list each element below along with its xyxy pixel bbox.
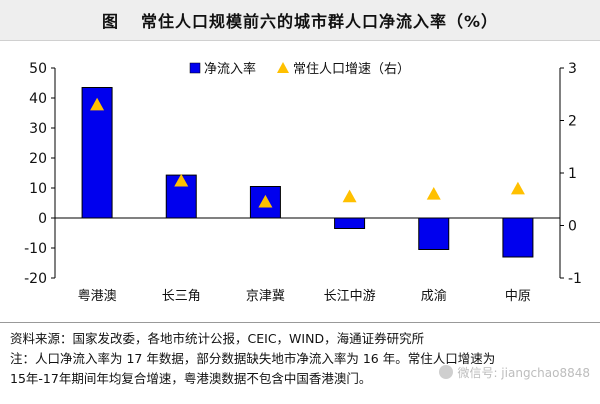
title-prefix: 图 bbox=[101, 12, 119, 31]
chart-footer: 资料来源：国家发改委，各地市统计公报，CEIC，WIND，海通证券研究所 注：人… bbox=[0, 322, 600, 404]
legend: 净流入率 常住人口增速（右） bbox=[189, 61, 410, 77]
category-label: 成渝 bbox=[421, 288, 447, 304]
left-tick-label: 40 bbox=[29, 91, 47, 107]
left-tick-label: 0 bbox=[38, 211, 47, 227]
category-label: 粤港澳 bbox=[78, 288, 117, 304]
legend-label-bar: 净流入率 bbox=[204, 61, 256, 77]
marker-1 bbox=[90, 97, 105, 111]
marker-6 bbox=[510, 181, 525, 195]
legend-swatch-marker bbox=[277, 62, 289, 73]
watermark: 微信号: jiangchao8848 bbox=[439, 364, 590, 381]
marker-series bbox=[90, 97, 525, 208]
category-label: 京津冀 bbox=[246, 288, 285, 304]
left-tick-label: 10 bbox=[29, 181, 47, 197]
marker-4 bbox=[342, 189, 357, 203]
category-label: 长三角 bbox=[162, 289, 201, 304]
chart-title: 常住人口规模前六的城市群人口净流入率（%） bbox=[140, 12, 499, 31]
bar-5 bbox=[418, 217, 450, 250]
bar-1 bbox=[81, 87, 113, 219]
bar-series bbox=[81, 87, 534, 258]
wechat-icon bbox=[439, 365, 454, 379]
right-tick-label: 0 bbox=[568, 219, 577, 235]
left-tick-label: 20 bbox=[29, 151, 47, 167]
category-label: 中原 bbox=[505, 289, 531, 304]
left-tick-label: -20 bbox=[24, 271, 47, 287]
marker-2 bbox=[174, 173, 189, 187]
marker-5 bbox=[426, 187, 441, 200]
right-tick-label: 2 bbox=[568, 114, 577, 130]
bar-4 bbox=[334, 217, 366, 229]
left-tick-label: 30 bbox=[29, 121, 47, 137]
marker-3 bbox=[258, 194, 273, 208]
bar-6 bbox=[502, 217, 534, 258]
legend-swatch-bar bbox=[189, 62, 201, 74]
watermark-text: 微信号: jiangchao8848 bbox=[457, 366, 590, 380]
axes bbox=[51, 67, 564, 279]
source-note: 资料来源：国家发改委，各地市统计公报，CEIC，WIND，海通证券研究所 bbox=[10, 331, 425, 346]
left-tick-label: -10 bbox=[24, 241, 47, 257]
note-line-1: 注：人口净流入率为 17 年数据，部分数据缺失地市净流入率为 16 年。常住人口… bbox=[10, 351, 496, 366]
left-tick-label: 50 bbox=[29, 61, 47, 77]
right-tick-label: 1 bbox=[568, 166, 577, 182]
legend-label-marker: 常住人口增速（右） bbox=[293, 62, 410, 77]
note-line-2: 15年-17年期间年均复合增速，粤港澳数据不包含中国香港澳门。 bbox=[10, 371, 372, 386]
right-tick-label: 3 bbox=[568, 61, 577, 77]
category-label: 长江中游 bbox=[324, 289, 376, 304]
chart-title-bar: 图 常住人口规模前六的城市群人口净流入率（%） bbox=[0, 0, 600, 41]
right-tick-label: -1 bbox=[568, 271, 582, 287]
